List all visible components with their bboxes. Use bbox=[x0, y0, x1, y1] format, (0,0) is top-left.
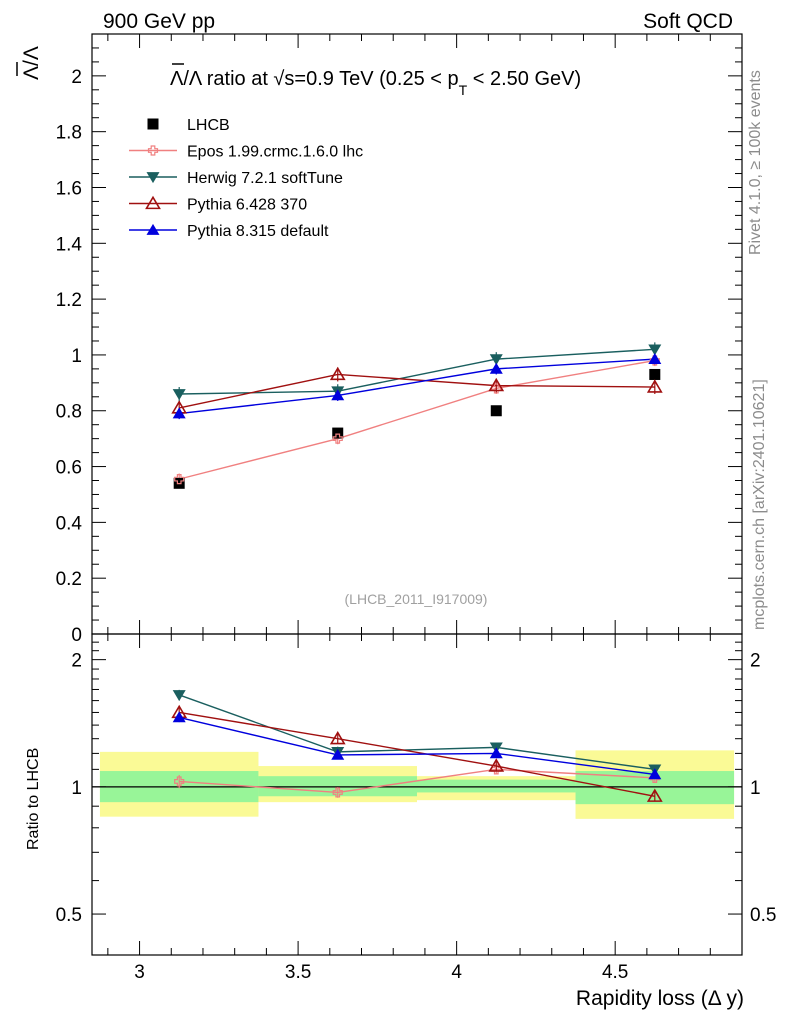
x-axis-label: Rapidity loss (Δ y) bbox=[576, 987, 744, 1010]
y-tick-label-main: 1.8 bbox=[56, 123, 82, 144]
series-point-pythia8 bbox=[648, 352, 662, 364]
y-axis-label-main: Λ/Λ bbox=[20, 46, 43, 80]
data-point-lhcb bbox=[332, 427, 344, 439]
main-plot: 0 0.2 0.4 0.6 0.8 1 1.2 1.4 1.6 1.8 2 bbox=[56, 33, 743, 646]
svg-text:Λ/Λ: Λ/Λ bbox=[20, 46, 43, 80]
y-tick-label-main: 0.4 bbox=[56, 513, 83, 534]
x-tick-label: 3.5 bbox=[285, 962, 311, 983]
series-point-herwig bbox=[489, 354, 503, 366]
ratio-band-inner bbox=[258, 776, 417, 797]
chart-title: Λ/Λ ratio at √s=0.9 TeV (0.25 < pT < 2.5… bbox=[170, 63, 581, 98]
y-tick-label-main: 1.2 bbox=[56, 290, 82, 311]
data-point-lhcb bbox=[649, 368, 661, 380]
ratio-point-pythia6 bbox=[329, 730, 346, 745]
ratio-point-pythia6 bbox=[488, 758, 505, 772]
y-tick-label-main: 0.6 bbox=[56, 458, 82, 479]
x-tick-label: 4.5 bbox=[602, 962, 628, 983]
title-subscript: T bbox=[459, 82, 468, 98]
ratio-line-epos bbox=[179, 768, 655, 794]
series-point-pythia8 bbox=[172, 407, 186, 419]
ratio-point-epos bbox=[332, 787, 343, 798]
series-line-epos bbox=[179, 359, 655, 480]
side-text-lower: mcplots.cern.ch [arXiv:2401.10621] bbox=[751, 379, 768, 630]
series-point-epos bbox=[174, 474, 185, 485]
legend-label-herwig: Herwig 7.2.1 softTune bbox=[187, 170, 343, 187]
ratio-point-pythia8 bbox=[489, 747, 503, 759]
y-tick-label-main: 2 bbox=[71, 67, 82, 88]
legend-marker-pythia6 bbox=[145, 195, 161, 210]
ratio-point-pythia8 bbox=[648, 768, 662, 780]
y-tick-label-main: 1 bbox=[71, 346, 82, 367]
series-line-pythia6 bbox=[179, 373, 655, 409]
title-main: /Λ ratio at √s=0.9 TeV (0.25 < p bbox=[183, 68, 458, 90]
y-tick-label-ratio: 1 bbox=[71, 778, 82, 799]
ratio-line-herwig bbox=[178, 694, 655, 771]
side-text-upper: Rivet 4.1.0, ≥ 100k events bbox=[747, 70, 764, 255]
analysis-id: (LHCB_2011_I917009) bbox=[345, 591, 488, 607]
ratio-frame bbox=[91, 633, 743, 956]
legend: LHCB Epos 1.99.crmc.1.6.0 lhc Herwig 7.2.1… bbox=[129, 117, 363, 240]
ratio-line-pythia6 bbox=[179, 711, 655, 797]
series-point-pythia8 bbox=[489, 362, 503, 374]
y-tick-label-ratio: 2 bbox=[71, 651, 82, 672]
ratio-point-pythia6 bbox=[646, 788, 663, 802]
legend-label-epos: Epos 1.99.crmc.1.6.0 lhc bbox=[187, 144, 363, 161]
series-line-pythia8 bbox=[179, 358, 655, 415]
legend-label-data: LHCB bbox=[187, 117, 230, 134]
y-tick-label-main: 0.2 bbox=[56, 569, 82, 590]
ratio-plot: 0.5 0.5 1 1 2 2 3 3.5 4 4.5 bbox=[56, 633, 776, 983]
data-point-lhcb bbox=[490, 405, 502, 417]
y-tick-label-main: 1.4 bbox=[56, 234, 83, 255]
y-tick-label-ratio-right: 0.5 bbox=[750, 905, 776, 926]
legend-label-pythia8: Pythia 8.315 default bbox=[187, 223, 329, 240]
ratio-point-herwig bbox=[172, 690, 186, 702]
ratio-point-pythia8 bbox=[172, 711, 186, 723]
y-tick-label-main: 0.8 bbox=[56, 402, 82, 423]
ratio-point-epos bbox=[174, 776, 185, 787]
series-point-pythia6 bbox=[488, 377, 505, 392]
series-line-herwig bbox=[179, 348, 655, 395]
y-tick-label-main: 1.6 bbox=[56, 178, 82, 199]
title-lambda-bar: Λ bbox=[170, 68, 184, 90]
legend-marker-epos bbox=[147, 145, 159, 156]
ratio-point-pythia8 bbox=[331, 748, 345, 760]
y-tick-label-ratio-right: 2 bbox=[750, 651, 761, 672]
series-point-pythia6 bbox=[646, 379, 663, 393]
header-left: 900 GeV pp bbox=[103, 10, 215, 33]
series-point-epos bbox=[332, 433, 343, 444]
svg-text:Λ/Λ ratio at √s=0.9 TeV (0.25: Λ/Λ ratio at √s=0.9 TeV (0.25 < pT < 2.5… bbox=[170, 68, 581, 98]
y-tick-label-main: 0 bbox=[71, 625, 82, 646]
header-right: Soft QCD bbox=[643, 10, 733, 33]
legend-marker-data bbox=[147, 118, 159, 130]
x-tick-label: 4 bbox=[451, 962, 462, 983]
series-point-pythia8 bbox=[331, 389, 345, 401]
y-tick-label-ratio: 0.5 bbox=[56, 905, 82, 926]
y-axis-label-ratio: Ratio to LHCB bbox=[25, 748, 42, 850]
legend-marker-pythia8 bbox=[146, 223, 160, 235]
y-tick-label-ratio-right: 1 bbox=[750, 778, 761, 799]
x-tick-label: 3 bbox=[134, 962, 145, 983]
ratio-line-pythia8 bbox=[179, 716, 655, 776]
series-point-herwig bbox=[648, 344, 662, 356]
series-point-herwig bbox=[172, 389, 186, 401]
legend-label-pythia6: Pythia 6.428 370 bbox=[187, 197, 307, 214]
legend-marker-herwig bbox=[146, 172, 160, 184]
ratio-band-inner bbox=[417, 779, 576, 793]
title-end: < 2.50 GeV) bbox=[467, 68, 581, 90]
series-point-pythia6 bbox=[329, 366, 346, 381]
